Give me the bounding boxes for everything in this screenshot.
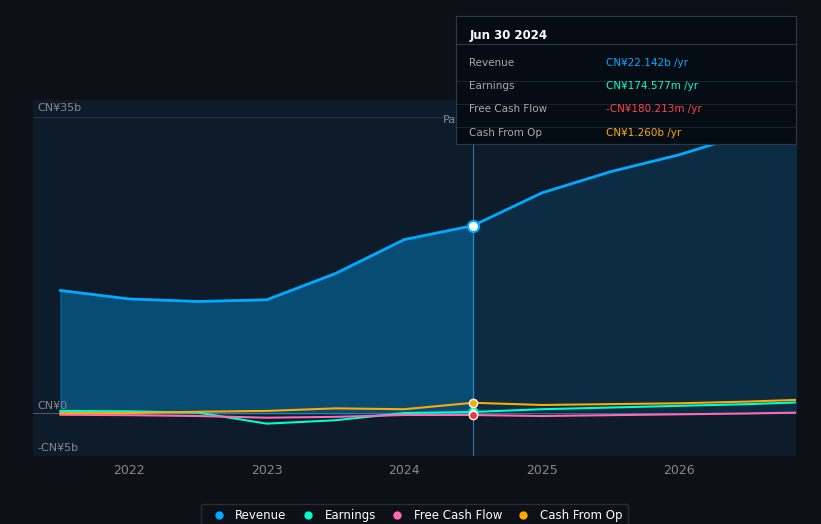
Text: Past: Past [443, 115, 466, 125]
Text: Free Cash Flow: Free Cash Flow [470, 104, 548, 114]
Legend: Revenue, Earnings, Free Cash Flow, Cash From Op: Revenue, Earnings, Free Cash Flow, Cash … [201, 504, 628, 524]
Text: Revenue: Revenue [470, 58, 515, 68]
Text: CN¥1.260b /yr: CN¥1.260b /yr [606, 127, 681, 137]
Text: Jun 30 2024: Jun 30 2024 [470, 28, 548, 41]
Text: Earnings: Earnings [470, 81, 515, 91]
Text: CN¥0: CN¥0 [37, 401, 67, 411]
Text: CN¥22.142b /yr: CN¥22.142b /yr [606, 58, 687, 68]
Text: Analysts Forecasts: Analysts Forecasts [480, 115, 584, 125]
Text: -CN¥5b: -CN¥5b [37, 443, 78, 453]
Text: Cash From Op: Cash From Op [470, 127, 543, 137]
Text: CN¥35b: CN¥35b [37, 103, 81, 113]
Text: CN¥174.577m /yr: CN¥174.577m /yr [606, 81, 698, 91]
Text: -CN¥180.213m /yr: -CN¥180.213m /yr [606, 104, 701, 114]
